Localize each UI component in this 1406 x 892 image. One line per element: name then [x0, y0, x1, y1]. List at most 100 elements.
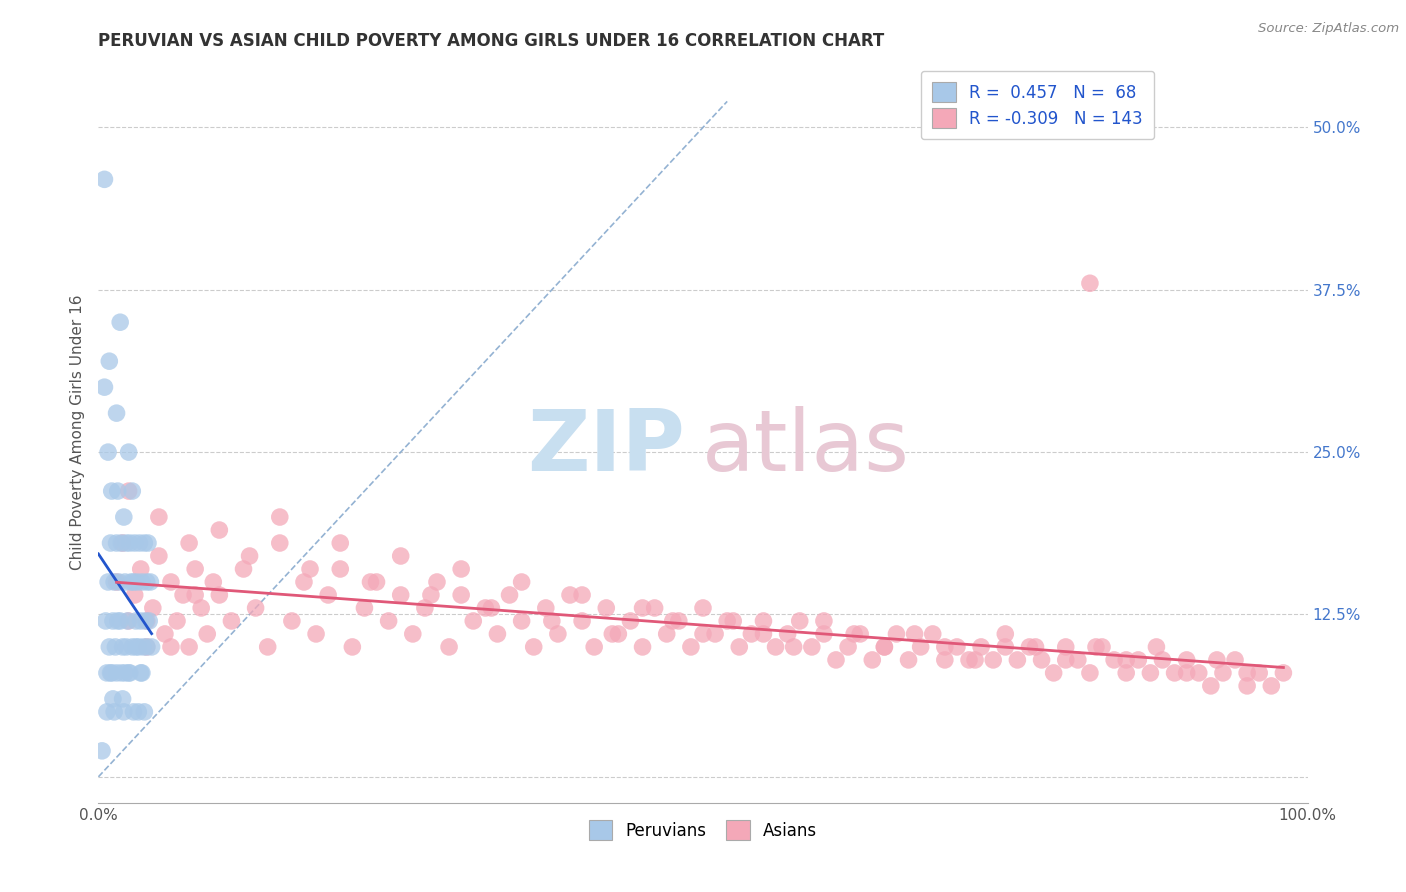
Y-axis label: Child Poverty Among Girls Under 16: Child Poverty Among Girls Under 16 [69, 295, 84, 570]
Point [607, 627, 630, 641]
Point [160, 640, 183, 654]
Point [208, 588, 231, 602]
Point [1054, 640, 1077, 654]
Point [172, 588, 194, 602]
Point [111, 692, 134, 706]
Point [135, 574, 157, 589]
Point [136, 536, 159, 550]
Point [782, 640, 804, 654]
Point [110, 536, 132, 550]
Point [360, 574, 382, 589]
Point [1175, 653, 1198, 667]
Point [704, 627, 727, 641]
Point [776, 627, 799, 641]
Point [98, 354, 121, 368]
Point [100, 665, 122, 680]
Point [135, 640, 157, 654]
Point [873, 640, 896, 654]
Point [1018, 640, 1040, 654]
Point [98, 640, 121, 654]
Point [121, 640, 143, 654]
Point [1067, 653, 1090, 667]
Point [184, 588, 207, 602]
Point [93, 172, 115, 186]
Point [389, 588, 412, 602]
Point [1007, 653, 1029, 667]
Point [105, 574, 128, 589]
Point [426, 574, 449, 589]
Point [142, 601, 165, 615]
Point [1146, 640, 1168, 654]
Point [115, 640, 138, 654]
Point [1128, 653, 1150, 667]
Point [957, 653, 980, 667]
Point [377, 614, 399, 628]
Point [184, 562, 207, 576]
Point [1260, 679, 1282, 693]
Point [540, 614, 562, 628]
Point [108, 574, 131, 589]
Point [91, 744, 114, 758]
Legend: Peruvians, Asians: Peruvians, Asians [582, 814, 824, 847]
Point [134, 705, 156, 719]
Point [160, 574, 183, 589]
Point [111, 640, 134, 654]
Point [329, 536, 352, 550]
Point [752, 614, 775, 628]
Point [195, 627, 218, 641]
Point [96, 705, 118, 719]
Text: Source: ZipAtlas.com: Source: ZipAtlas.com [1258, 22, 1399, 36]
Point [994, 640, 1017, 654]
Point [1236, 665, 1258, 680]
Point [122, 705, 145, 719]
Point [118, 614, 141, 628]
Point [148, 510, 170, 524]
Point [813, 614, 835, 628]
Point [595, 601, 617, 615]
Point [1199, 679, 1222, 693]
Point [1175, 665, 1198, 680]
Point [534, 601, 557, 615]
Point [558, 588, 581, 602]
Text: PERUVIAN VS ASIAN CHILD POVERTY AMONG GIRLS UNDER 16 CORRELATION CHART: PERUVIAN VS ASIAN CHILD POVERTY AMONG GI… [98, 32, 884, 50]
Point [571, 588, 593, 602]
Point [692, 601, 714, 615]
Point [692, 627, 714, 641]
Point [96, 665, 118, 680]
Point [510, 614, 533, 628]
Point [105, 536, 128, 550]
Point [644, 601, 666, 615]
Point [118, 445, 141, 459]
Point [135, 614, 157, 628]
Point [934, 640, 956, 654]
Point [269, 536, 291, 550]
Point [1212, 665, 1234, 680]
Point [571, 614, 593, 628]
Point [125, 640, 148, 654]
Point [860, 653, 883, 667]
Point [305, 627, 328, 641]
Point [420, 588, 443, 602]
Point [245, 601, 267, 615]
Point [120, 574, 142, 589]
Point [1163, 665, 1185, 680]
Point [837, 640, 859, 654]
Point [122, 574, 145, 589]
Point [107, 484, 129, 499]
Point [1223, 653, 1246, 667]
Point [134, 536, 156, 550]
Point [281, 614, 304, 628]
Point [112, 510, 135, 524]
Point [1054, 653, 1077, 667]
Point [1206, 653, 1229, 667]
Point [946, 640, 969, 654]
Point [121, 484, 143, 499]
Point [269, 510, 291, 524]
Point [100, 536, 122, 550]
Point [366, 574, 388, 589]
Point [114, 665, 136, 680]
Point [1272, 665, 1295, 680]
Point [108, 614, 131, 628]
Point [139, 574, 162, 589]
Point [112, 705, 135, 719]
